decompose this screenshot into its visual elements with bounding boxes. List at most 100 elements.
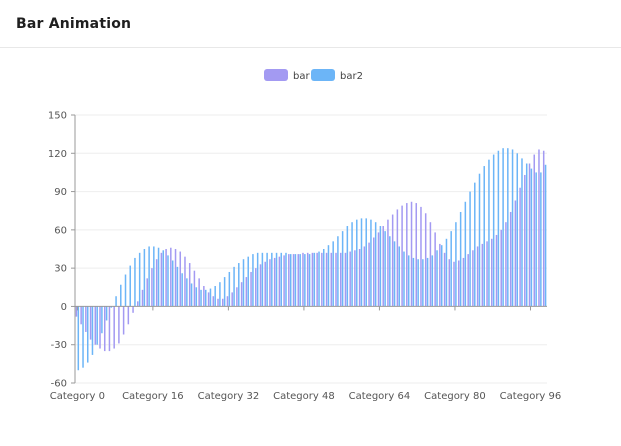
legend-item-bar2[interactable]: bar2 [311,69,363,82]
bar-bar-28[interactable] [207,292,210,307]
bar-bar2-56[interactable] [341,231,344,307]
bar-bar2-24[interactable] [190,283,193,307]
bar-bar-91[interactable] [505,222,507,307]
bar-bar-15[interactable] [146,278,148,307]
bar-bar2-14[interactable] [143,249,146,307]
bar-bar-20[interactable] [170,247,172,307]
bar-bar-50[interactable] [311,252,314,307]
bar-bar2-47[interactable] [299,254,301,307]
bar-bar-38[interactable] [255,268,257,307]
bar-bar-23[interactable] [184,256,186,307]
bar-bar2-55[interactable] [337,236,339,307]
bar-bar2-80[interactable] [455,222,457,307]
bar-bar-43[interactable] [278,256,281,307]
bar-bar-79[interactable] [448,259,451,307]
bar-bar-92[interactable] [509,211,512,307]
bar-bar2-2[interactable] [86,306,89,363]
bar-bar2-82[interactable] [464,201,467,307]
bar-bar2-58[interactable] [351,222,353,307]
bar-bar2-92[interactable] [511,149,514,307]
bar-bar2-34[interactable] [238,263,240,307]
bar-bar-27[interactable] [203,286,205,307]
bar-bar2-90[interactable] [502,148,504,307]
bar-bar2-13[interactable] [138,252,141,307]
bar-bar2-46[interactable] [294,254,297,307]
bar-bar2-72[interactable] [417,259,419,307]
bar-bar2-9[interactable] [120,284,122,307]
bar-bar-76[interactable] [434,232,436,307]
bar-bar-95[interactable] [524,174,526,307]
bar-bar2-44[interactable] [285,252,287,307]
bar-bar2-11[interactable] [129,265,131,307]
bar-bar-1[interactable] [80,306,82,325]
bar-bar2-67[interactable] [393,241,396,307]
bar-bar2-19[interactable] [167,255,169,307]
bar-bar2-70[interactable] [407,255,410,307]
bar-bar-49[interactable] [306,252,309,307]
bar-bar2-73[interactable] [422,259,424,307]
bar-bar2-38[interactable] [256,252,259,307]
bar-bar-62[interactable] [368,242,370,307]
bar-bar-16[interactable] [151,268,153,307]
bar-bar-12[interactable] [132,306,134,313]
bar-bar2-57[interactable] [346,226,349,307]
bar-bar2-20[interactable] [171,260,174,307]
bar-bar2-27[interactable] [204,289,207,307]
bar-bar-61[interactable] [363,246,366,307]
bar-bar-96[interactable] [528,163,531,307]
bar-bar2-45[interactable] [289,254,292,307]
bar-bar2-65[interactable] [384,231,386,307]
bar-bar2-94[interactable] [521,158,523,307]
bar-bar-2[interactable] [85,306,87,332]
bar-bar2-5[interactable] [101,306,103,334]
bar-bar2-29[interactable] [214,286,216,307]
bar-bar2-21[interactable] [176,266,179,307]
bar-bar-57[interactable] [344,252,347,307]
bar-bar-71[interactable] [410,201,413,307]
bar-bar2-75[interactable] [431,255,434,307]
bar-bar2-89[interactable] [497,150,500,307]
bar-bar2-50[interactable] [313,252,316,307]
bar-bar-31[interactable] [221,298,224,307]
bar-bar-84[interactable] [472,250,474,307]
bar-bar-33[interactable] [231,292,233,307]
bar-bar2-78[interactable] [445,238,448,307]
bar-bar-58[interactable] [349,251,351,307]
bar-bar-69[interactable] [401,205,403,307]
bar-bar-39[interactable] [259,264,262,307]
bar-bar-68[interactable] [396,209,399,307]
bar-bar-44[interactable] [283,255,285,307]
bar-bar-22[interactable] [179,251,182,307]
bar-bar-45[interactable] [288,254,290,307]
bar-bar-64[interactable] [377,232,380,307]
bar-bar-93[interactable] [514,200,517,307]
bar-bar2-4[interactable] [96,306,98,345]
bar-bar2-31[interactable] [223,277,226,307]
bar-bar-8[interactable] [113,306,115,349]
bar-bar2-35[interactable] [242,259,245,307]
bar-bar-87[interactable] [486,241,488,307]
bar-bar2-42[interactable] [275,252,278,307]
bar-bar-86[interactable] [481,243,484,307]
bar-bar-40[interactable] [264,261,266,307]
bar-bar2-53[interactable] [327,245,330,307]
bar-bar2-16[interactable] [153,246,155,307]
bar-bar2-6[interactable] [105,306,108,321]
bar-bar2-96[interactable] [530,168,533,307]
bar-bar2-84[interactable] [474,182,476,307]
bar-bar-37[interactable] [250,271,252,307]
bar-bar2-40[interactable] [266,252,268,307]
bar-bar-97[interactable] [533,154,536,307]
bar-bar-82[interactable] [462,257,465,307]
bar-bar-51[interactable] [316,252,318,307]
bar-bar2-32[interactable] [228,271,231,307]
bar-bar-99[interactable] [542,150,545,307]
bar-bar-25[interactable] [193,270,196,307]
bar-bar2-59[interactable] [356,219,358,307]
bar-bar2-98[interactable] [540,172,542,307]
bar-bar-89[interactable] [495,234,498,307]
bar-bar-17[interactable] [155,259,158,307]
bar-bar2-43[interactable] [280,252,283,307]
bar-bar2-10[interactable] [124,274,127,307]
bar-bar-98[interactable] [538,149,540,307]
